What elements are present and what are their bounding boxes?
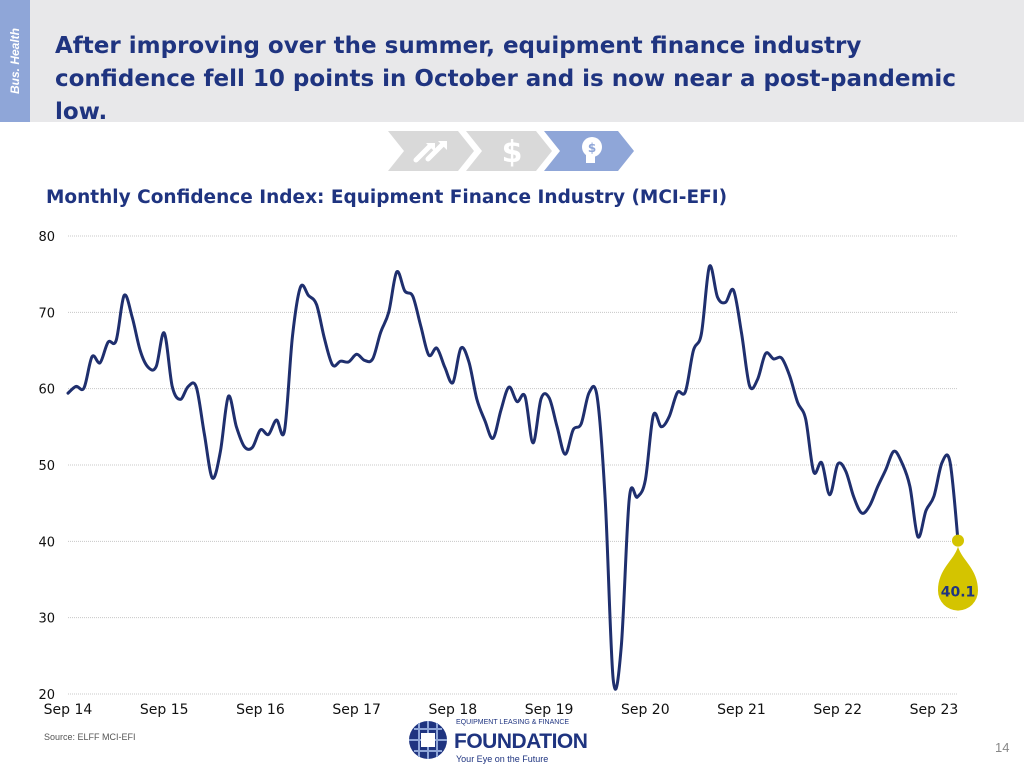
- y-tick-label: 60: [38, 383, 55, 398]
- chevron-icon-strip: $ $: [388, 131, 634, 171]
- slide-header: Bus. Health After improving over the sum…: [0, 0, 1024, 125]
- section-tab: Bus. Health: [0, 0, 30, 122]
- slide-headline: After improving over the summer, equipme…: [55, 33, 956, 125]
- x-tick-label: Sep 14: [44, 702, 93, 718]
- x-tick-label: Sep 22: [813, 702, 862, 718]
- page-number: 14: [995, 740, 1010, 755]
- globe-logo-icon: [409, 721, 447, 759]
- x-tick-label: Sep 15: [140, 702, 189, 718]
- logo-name: FOUNDATION: [454, 730, 588, 753]
- logo-top-line: EQUIPMENT LEASING & FINANCE: [456, 719, 570, 726]
- y-tick-label: 80: [38, 230, 55, 245]
- money-head-icon: $: [582, 137, 602, 163]
- y-tick-label: 50: [38, 459, 55, 474]
- chevron-step-3: $: [544, 131, 634, 171]
- chart-title: Monthly Confidence Index: Equipment Fina…: [46, 187, 728, 208]
- x-tick-label: Sep 18: [429, 702, 478, 718]
- logo-tagline: Your Eye on the Future: [456, 754, 549, 764]
- chevron-step-1: [388, 131, 474, 171]
- last-value-label: 40.1: [941, 585, 976, 601]
- x-tick-label: Sep 19: [525, 702, 574, 718]
- svg-text:$: $: [588, 141, 596, 155]
- mci-efi-series-line: [66, 264, 960, 691]
- last-value-callout: [938, 546, 978, 611]
- last-value-marker: [952, 534, 964, 547]
- dollar-icon: $: [502, 135, 523, 170]
- x-tick-label: Sep 17: [332, 702, 381, 718]
- x-tick-label: Sep 16: [236, 702, 285, 718]
- chart-arrows-icon: [413, 141, 447, 163]
- y-tick-label: 40: [38, 535, 55, 550]
- y-tick-label: 30: [38, 612, 55, 627]
- x-tick-label: Sep 23: [910, 702, 959, 718]
- chevron-step-2: $: [466, 131, 552, 171]
- y-tick-label: 70: [38, 306, 55, 321]
- source-note: Source: ELFF MCI-EFI: [44, 732, 136, 742]
- x-tick-label: Sep 21: [717, 702, 766, 718]
- y-tick-label: 20: [38, 688, 55, 703]
- foundation-logo: EQUIPMENT LEASING & FINANCE FOUNDATION Y…: [408, 716, 608, 766]
- x-tick-label: Sep 20: [621, 702, 670, 718]
